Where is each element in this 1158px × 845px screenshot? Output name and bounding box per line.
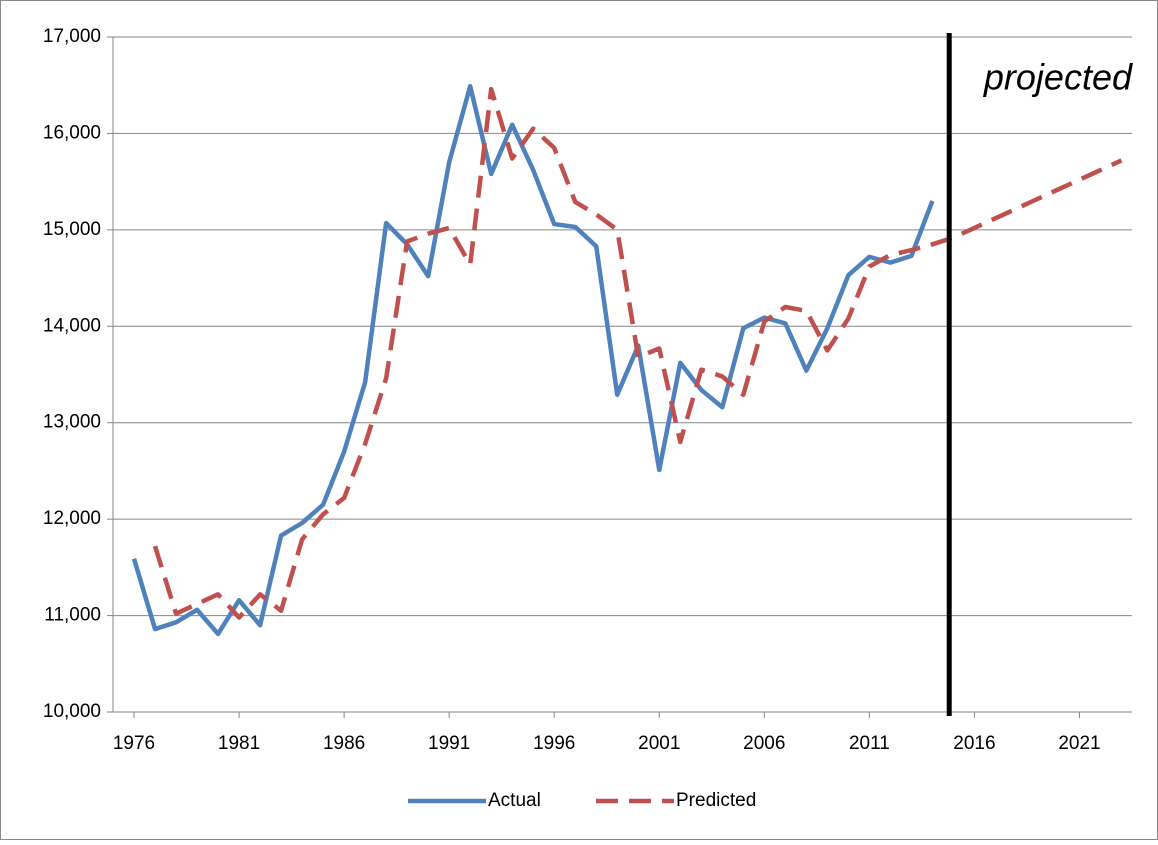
y-tick-label: 11,000	[44, 605, 101, 626]
y-tick-label: 17,000	[43, 26, 101, 47]
x-tick-label: 1996	[533, 733, 575, 754]
x-tick-label: 2016	[953, 733, 995, 754]
x-tick-label: 1991	[428, 733, 470, 754]
legend-label: Actual	[488, 790, 541, 811]
x-tick-label: 1976	[113, 733, 155, 754]
legend-label: Predicted	[676, 790, 756, 811]
series-line	[152, 86, 1123, 620]
x-tick-label: 1981	[218, 733, 260, 754]
y-tick-label: 16,000	[43, 122, 101, 143]
annotation: projected	[983, 57, 1133, 98]
x-tick-label: 2021	[1058, 733, 1100, 754]
x-tick-label: 2006	[743, 733, 785, 754]
y-tick-label: 13,000	[43, 412, 101, 433]
x-tick-label: 2011	[849, 733, 890, 754]
x-tick-label: 2001	[638, 733, 680, 754]
y-tick-label: 10,000	[43, 701, 101, 722]
y-tick-label: 15,000	[43, 219, 101, 240]
y-tick-label: 12,000	[43, 508, 101, 529]
y-tick-label: 14,000	[43, 315, 101, 336]
series-line	[131, 83, 935, 637]
x-tick-label: 1986	[323, 733, 365, 754]
